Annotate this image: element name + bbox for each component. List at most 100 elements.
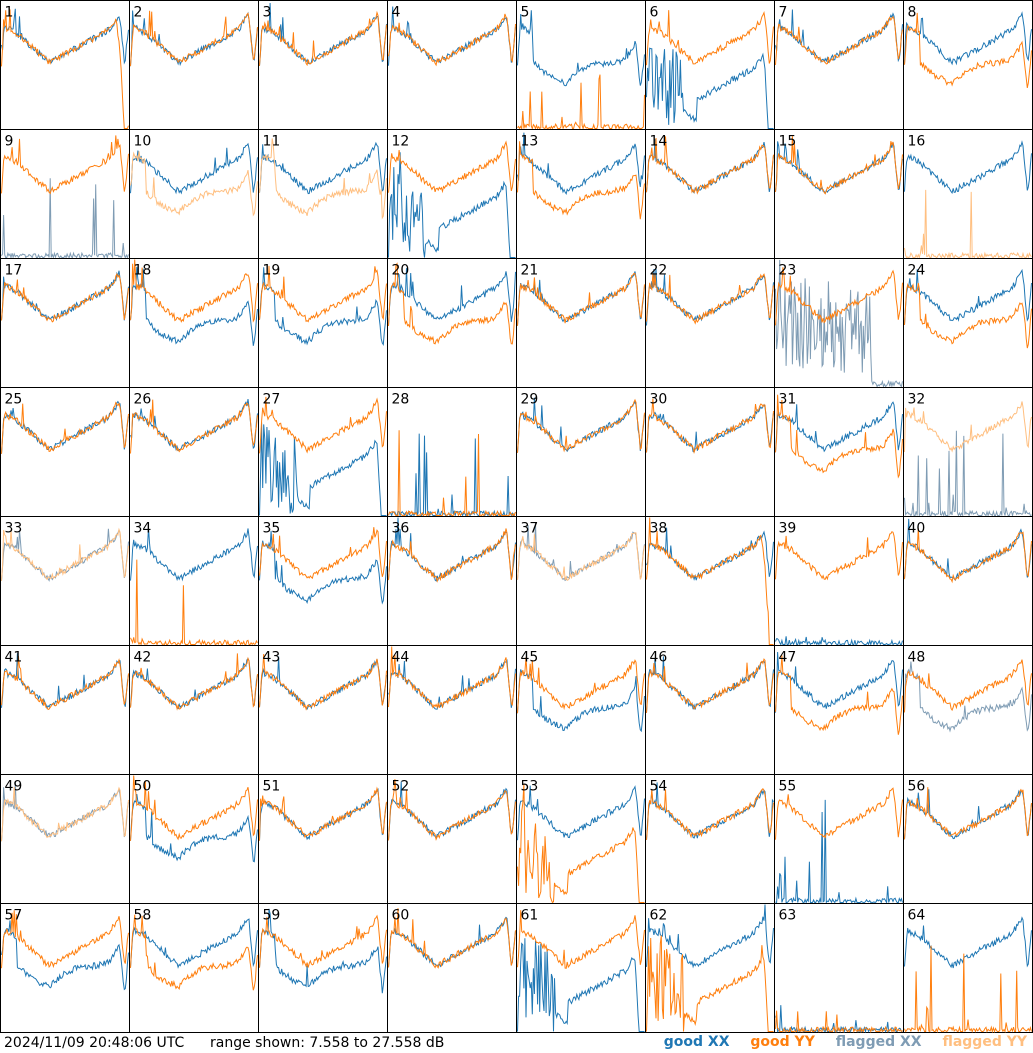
series-yy-line — [517, 74, 645, 131]
panel-1: 1 — [0, 0, 130, 130]
panel-22: 22 — [645, 258, 775, 388]
panel-label: 8 — [908, 5, 917, 21]
series-xx-line — [259, 908, 387, 994]
panel-label: 3 — [263, 5, 272, 21]
panel-label: 50 — [134, 779, 152, 795]
panel-frame — [516, 129, 646, 259]
series-xx-line — [517, 785, 645, 841]
series-xx-line — [388, 268, 516, 327]
panel-51: 51 — [258, 774, 388, 904]
series-yy-line — [904, 945, 1032, 1033]
panel-label: 24 — [908, 263, 926, 279]
panel-frame — [774, 774, 904, 904]
series-yy-line — [646, 658, 774, 713]
panel-frame — [258, 258, 388, 388]
panel-24: 24 — [903, 258, 1033, 388]
panel-17: 17 — [0, 258, 130, 388]
legend-flagged-yy: flagged YY — [942, 1034, 1027, 1050]
panel-53: 53 — [516, 774, 646, 904]
series-yy-line — [388, 779, 516, 841]
panel-34: 34 — [129, 516, 259, 647]
panel-frame — [903, 903, 1033, 1033]
series-yy-line — [517, 532, 645, 581]
series-yy-line — [646, 788, 774, 840]
series-yy-line — [1, 910, 129, 969]
series-xx-line — [259, 422, 387, 516]
panel-frame — [387, 258, 517, 388]
panel-59: 59 — [258, 903, 388, 1033]
panel-49: 49 — [0, 774, 130, 904]
series-yy-line — [130, 259, 258, 323]
series-xx-line — [646, 268, 774, 326]
series-yy-line — [775, 136, 903, 195]
panel-label: 7 — [779, 5, 788, 21]
series-yy-line — [1, 655, 129, 711]
panel-label: 19 — [263, 263, 281, 279]
series-yy-line — [388, 13, 516, 67]
panel-label: 37 — [521, 521, 539, 537]
series-yy-line — [517, 783, 645, 904]
panel-frame — [645, 903, 775, 1033]
panel-27: 27 — [258, 387, 388, 517]
panel-41: 41 — [0, 645, 130, 775]
panel-9: 9 — [0, 129, 130, 260]
panel-frame — [387, 0, 517, 130]
panel-label: 20 — [392, 263, 410, 279]
panel-frame — [387, 774, 517, 904]
series-xx-line — [904, 661, 1032, 733]
panel-frame — [645, 774, 775, 904]
panel-label: 64 — [908, 908, 926, 924]
panel-12: 12 — [387, 129, 517, 259]
series-xx-line — [130, 918, 258, 969]
panel-55: 55 — [774, 774, 904, 905]
panel-3: 3 — [258, 0, 388, 130]
series-yy-line — [388, 430, 516, 518]
panel-frame — [774, 903, 904, 1033]
panel-15: 15 — [774, 129, 904, 259]
series-yy-line — [388, 908, 516, 969]
series-yy-line — [517, 910, 645, 969]
series-yy-line — [130, 775, 258, 841]
series-xx-line — [1, 920, 129, 991]
series-yy-line — [1, 9, 129, 129]
series-yy-line — [388, 140, 516, 194]
panel-frame — [774, 516, 904, 646]
panel-label: 51 — [263, 779, 281, 795]
panel-label: 22 — [650, 263, 668, 279]
panel-64: 64 — [903, 903, 1033, 1033]
series-yy-line — [517, 398, 645, 453]
series-yy-line — [130, 399, 258, 454]
series-yy-line — [259, 653, 387, 711]
series-yy-line — [388, 262, 516, 345]
panel-label: 27 — [263, 392, 281, 408]
panel-43: 43 — [258, 645, 388, 775]
panel-30: 30 — [645, 387, 775, 517]
panel-frame — [903, 645, 1033, 775]
panel-label: 58 — [134, 908, 152, 924]
series-yy-line — [1, 527, 129, 581]
panel-38: 38 — [645, 516, 775, 646]
panel-label: 43 — [263, 650, 281, 666]
series-yy-line — [1, 135, 129, 195]
series-yy-line — [130, 653, 258, 711]
panel-label: 21 — [521, 263, 539, 279]
panel-label: 61 — [521, 908, 539, 924]
panel-frame — [0, 0, 130, 130]
legend-good-xx: good XX — [663, 1034, 730, 1050]
panel-6: 6 — [645, 0, 775, 130]
series-yy-line — [1, 272, 129, 323]
series-xx-line — [904, 518, 1032, 582]
series-yy-line — [259, 786, 387, 841]
panel-label: 17 — [5, 263, 23, 279]
series-yy-line — [130, 559, 258, 647]
panel-frame — [387, 516, 517, 646]
panel-frame — [0, 258, 130, 388]
panel-31: 31 — [774, 387, 904, 517]
series-xx-line — [517, 669, 645, 733]
panel-label: 23 — [779, 263, 797, 279]
panel-label: 1 — [5, 5, 14, 21]
panel-frame — [0, 645, 130, 775]
panel-label: 4 — [392, 5, 401, 21]
series-yy-line — [904, 787, 1032, 840]
series-xx-line — [517, 10, 645, 87]
